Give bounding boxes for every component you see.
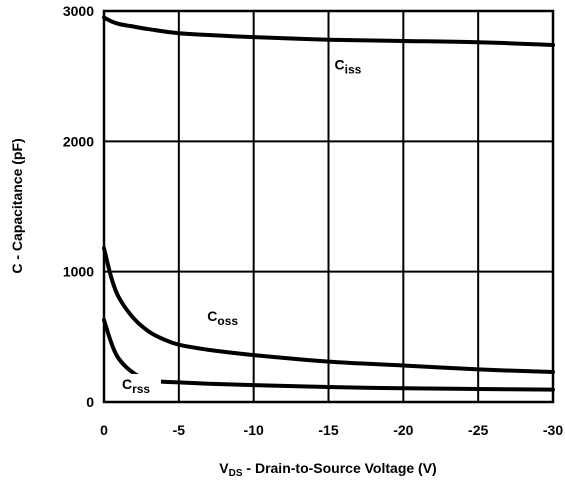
x-axis-title-rest: - Drain-to-Source Voltage (V) xyxy=(243,460,437,476)
x-tick-label: 0 xyxy=(100,422,108,438)
series-line-ciss xyxy=(102,15,555,47)
series-label-main: C xyxy=(334,57,344,73)
y-tick-label: 0 xyxy=(86,394,94,410)
series-label-bg-crss xyxy=(118,373,161,396)
x-axis-title: VDS - Drain-to-Source Voltage (V) xyxy=(219,460,436,479)
series-label-sub: iss xyxy=(345,63,362,77)
series-label-bg-coss xyxy=(204,306,247,329)
y-tick-labels: 0 1000 2000 3000 xyxy=(63,3,94,410)
x-axis-title-main: V xyxy=(219,460,229,476)
x-tick-label: -30 xyxy=(543,422,563,438)
x-tick-labels: 0 -5 -10 -15 -20 -25 -30 xyxy=(100,422,563,438)
y-tick-label: 3000 xyxy=(63,3,94,19)
series-line-crss xyxy=(102,317,555,392)
x-tick-label: -10 xyxy=(244,422,264,438)
series-label-sub: rss xyxy=(132,382,150,396)
series-label-main: C xyxy=(122,376,132,392)
x-tick-label: -20 xyxy=(393,422,413,438)
grid-lines xyxy=(104,11,553,402)
x-tick-label: -5 xyxy=(173,422,186,438)
y-tick-label: 2000 xyxy=(63,133,94,149)
series-label-crss: Crss xyxy=(122,376,150,396)
series-label-coss: Coss xyxy=(207,308,238,328)
plot-frame xyxy=(102,9,555,404)
series-line-coss xyxy=(102,246,555,374)
x-tick-label: -15 xyxy=(318,422,338,438)
series-label-bg-ciss xyxy=(331,54,374,77)
x-axis-title-sub: DS xyxy=(229,468,243,479)
series-label-sub: oss xyxy=(217,314,238,328)
y-axis-title: C - Capacitance (pF) xyxy=(9,138,25,273)
series-curves xyxy=(102,15,555,392)
x-tick-label: -25 xyxy=(468,422,488,438)
series-label-main: C xyxy=(207,308,217,324)
y-tick-label: 1000 xyxy=(63,264,94,280)
series-label-ciss: Ciss xyxy=(334,57,361,77)
